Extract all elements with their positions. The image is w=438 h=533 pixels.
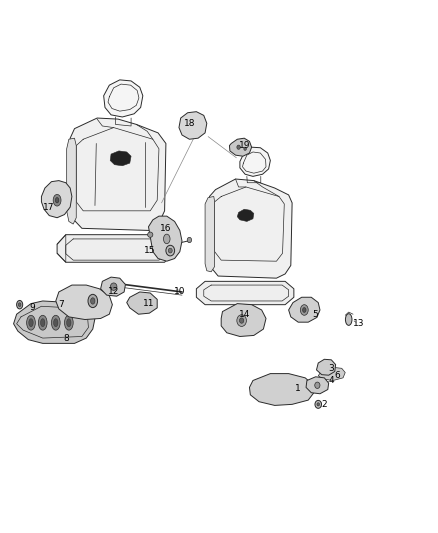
Polygon shape <box>208 179 292 278</box>
Ellipse shape <box>91 298 95 304</box>
Ellipse shape <box>39 316 47 330</box>
Polygon shape <box>205 197 215 272</box>
Polygon shape <box>250 374 314 406</box>
Ellipse shape <box>17 301 23 309</box>
Polygon shape <box>179 112 207 139</box>
Text: 15: 15 <box>144 246 155 255</box>
Polygon shape <box>67 138 76 224</box>
Ellipse shape <box>64 316 73 330</box>
Text: 12: 12 <box>108 287 120 296</box>
Ellipse shape <box>166 245 175 256</box>
Text: 13: 13 <box>353 319 364 328</box>
Ellipse shape <box>148 232 153 237</box>
Ellipse shape <box>244 147 247 150</box>
Polygon shape <box>289 297 320 322</box>
Polygon shape <box>101 277 125 296</box>
Ellipse shape <box>237 315 247 326</box>
Text: 2: 2 <box>321 400 327 409</box>
Text: 7: 7 <box>59 300 64 309</box>
Ellipse shape <box>315 400 321 408</box>
Polygon shape <box>318 367 345 381</box>
Text: 8: 8 <box>63 334 69 343</box>
Text: 18: 18 <box>184 119 195 128</box>
Polygon shape <box>69 118 166 230</box>
Ellipse shape <box>303 308 306 312</box>
Ellipse shape <box>237 145 240 149</box>
Polygon shape <box>104 80 143 117</box>
Ellipse shape <box>163 234 170 244</box>
Polygon shape <box>42 181 72 217</box>
Ellipse shape <box>67 319 71 327</box>
Text: 11: 11 <box>143 299 154 308</box>
Text: 19: 19 <box>239 141 250 150</box>
Ellipse shape <box>240 318 244 323</box>
Polygon shape <box>127 292 157 314</box>
Ellipse shape <box>168 248 172 253</box>
Ellipse shape <box>187 237 191 243</box>
Text: 4: 4 <box>328 376 334 385</box>
Polygon shape <box>196 281 294 305</box>
Ellipse shape <box>51 316 60 330</box>
Text: 10: 10 <box>174 287 186 296</box>
Ellipse shape <box>55 198 59 203</box>
Ellipse shape <box>346 314 352 325</box>
Text: 3: 3 <box>328 364 334 373</box>
Ellipse shape <box>18 303 21 306</box>
Ellipse shape <box>27 316 35 330</box>
Ellipse shape <box>29 319 33 327</box>
Text: 9: 9 <box>30 303 35 312</box>
Text: 5: 5 <box>312 310 318 319</box>
Polygon shape <box>317 359 336 375</box>
Polygon shape <box>306 377 328 394</box>
Polygon shape <box>237 209 254 221</box>
Ellipse shape <box>41 319 45 327</box>
Polygon shape <box>221 304 266 336</box>
Text: 14: 14 <box>239 310 250 319</box>
Polygon shape <box>240 147 270 176</box>
Ellipse shape <box>88 294 98 308</box>
Ellipse shape <box>300 305 308 316</box>
Polygon shape <box>230 138 252 156</box>
Polygon shape <box>14 301 95 343</box>
Polygon shape <box>57 235 172 262</box>
Ellipse shape <box>317 403 320 406</box>
Text: 6: 6 <box>335 370 340 379</box>
Text: 1: 1 <box>294 384 300 393</box>
Ellipse shape <box>110 283 117 290</box>
Ellipse shape <box>53 195 61 206</box>
Ellipse shape <box>315 382 320 389</box>
Ellipse shape <box>53 319 58 327</box>
Polygon shape <box>148 216 182 261</box>
Text: 17: 17 <box>42 203 54 212</box>
Polygon shape <box>110 151 131 166</box>
Text: 16: 16 <box>160 224 172 233</box>
Polygon shape <box>56 285 113 319</box>
